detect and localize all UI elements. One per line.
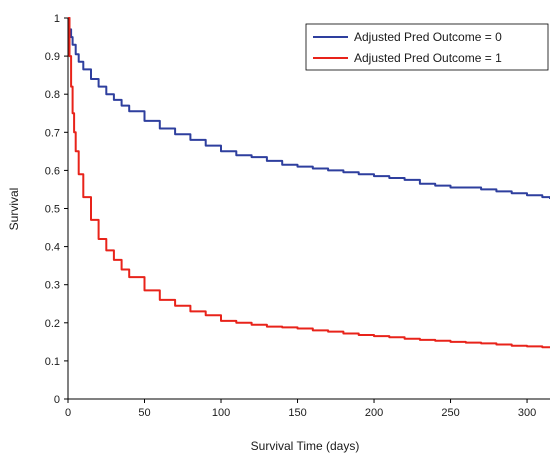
x-tick-label: 0 — [65, 407, 71, 419]
x-tick-label: 200 — [365, 407, 383, 419]
series-line-1 — [68, 17, 550, 349]
x-axis-title: Survival Time (days) — [251, 439, 360, 453]
legend-box — [305, 23, 549, 71]
x-tick-label: 100 — [212, 407, 230, 419]
x-tick-label: 50 — [138, 407, 150, 419]
y-tick-label: 0.7 — [45, 127, 60, 139]
y-tick-label: 1 — [54, 13, 60, 25]
x-axis-ticks: 0 50 100 150 200 250 300 — [65, 399, 536, 419]
series-line-0 — [68, 17, 550, 199]
series-layer — [68, 17, 550, 349]
y-tick-label: 0.4 — [45, 242, 60, 254]
y-tick-label: 0.6 — [45, 165, 60, 177]
y-tick-label: 0.1 — [45, 356, 60, 368]
y-tick-label: 0.3 — [45, 280, 60, 292]
legend: Adjusted Pred Outcome = 0 Adjusted Pred … — [305, 23, 549, 71]
y-axis-ticks: 0 0.1 0.2 0.3 0.4 0.5 0.6 0.7 0.8 0.9 1 — [45, 13, 68, 406]
x-tick-label: 150 — [288, 407, 306, 419]
y-tick-label: 0.2 — [45, 318, 60, 330]
y-axis-title: Survival — [7, 188, 21, 231]
y-tick-label: 0.5 — [45, 204, 60, 216]
y-tick-label: 0 — [54, 394, 60, 406]
x-tick-label: 300 — [518, 407, 536, 419]
x-tick-label: 250 — [441, 407, 459, 419]
legend-label-0: Adjusted Pred Outcome = 0 — [354, 30, 502, 44]
legend-label-1: Adjusted Pred Outcome = 1 — [354, 51, 502, 65]
y-tick-label: 0.9 — [45, 51, 60, 63]
y-tick-label: 0.8 — [45, 89, 60, 101]
